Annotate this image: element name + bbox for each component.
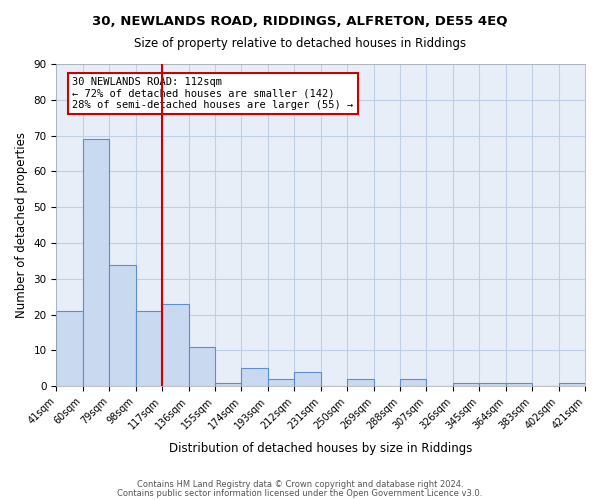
Bar (559, 382, 585, 386)
Bar (188, 347, 215, 387)
Bar (268, 379, 294, 386)
Bar (347, 379, 374, 386)
Bar (83, 139, 109, 386)
Bar (294, 372, 321, 386)
Bar (136, 311, 162, 386)
Text: Contains HM Land Registry data © Crown copyright and database right 2024.: Contains HM Land Registry data © Crown c… (137, 480, 463, 489)
Bar (241, 368, 268, 386)
Text: 30, NEWLANDS ROAD, RIDDINGS, ALFRETON, DE55 4EQ: 30, NEWLANDS ROAD, RIDDINGS, ALFRETON, D… (92, 15, 508, 28)
Text: 30 NEWLANDS ROAD: 112sqm
← 72% of detached houses are smaller (142)
28% of semi-: 30 NEWLANDS ROAD: 112sqm ← 72% of detach… (72, 77, 353, 110)
Bar (479, 382, 506, 386)
Bar (109, 264, 136, 386)
Bar (453, 382, 479, 386)
Bar (162, 304, 188, 386)
Text: Contains public sector information licensed under the Open Government Licence v3: Contains public sector information licen… (118, 488, 482, 498)
X-axis label: Distribution of detached houses by size in Riddings: Distribution of detached houses by size … (169, 442, 472, 455)
Bar (506, 382, 532, 386)
Bar (215, 382, 241, 386)
Bar (56, 311, 83, 386)
Text: Size of property relative to detached houses in Riddings: Size of property relative to detached ho… (134, 38, 466, 51)
Bar (400, 379, 427, 386)
Y-axis label: Number of detached properties: Number of detached properties (15, 132, 28, 318)
